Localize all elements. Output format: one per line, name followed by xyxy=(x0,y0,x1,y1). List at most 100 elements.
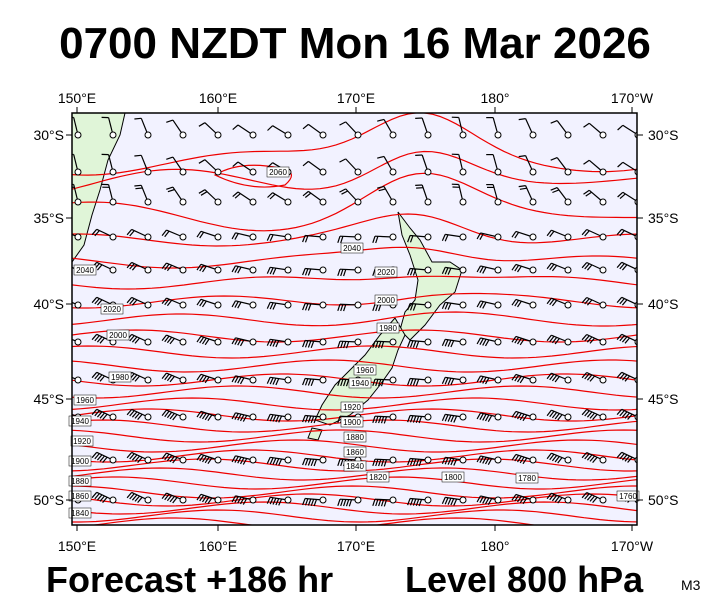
station xyxy=(354,168,362,176)
station xyxy=(424,233,432,241)
longitude-label: 150°E xyxy=(58,538,96,554)
barb-feather xyxy=(57,263,61,268)
contour-label-box xyxy=(374,266,398,278)
contour-label-box xyxy=(343,460,367,472)
barb-feather xyxy=(514,299,520,307)
station xyxy=(529,496,537,504)
contour-label-box xyxy=(376,322,400,334)
barb-feather xyxy=(549,410,555,418)
barb-feather xyxy=(557,497,563,504)
barb-feather xyxy=(584,263,590,270)
barb-feather xyxy=(412,498,417,506)
barb-feather xyxy=(519,187,527,190)
barb-feather xyxy=(415,378,420,387)
barb-feather xyxy=(511,494,517,501)
forecast-label: Forecast +186 hr xyxy=(46,559,333,600)
station xyxy=(179,233,187,241)
station xyxy=(389,496,397,504)
barb-feather xyxy=(586,336,593,343)
barb-feather xyxy=(131,299,138,306)
barb-feather xyxy=(450,340,455,348)
barb-feather xyxy=(304,458,309,466)
barb-feather xyxy=(511,411,517,418)
station xyxy=(494,266,502,274)
barb-feather xyxy=(407,268,411,276)
barb-feather xyxy=(94,335,100,342)
barb-feather xyxy=(198,122,206,127)
barb-feather xyxy=(372,236,376,243)
contour-label: 1920 xyxy=(343,403,361,412)
barb-feather xyxy=(126,229,133,236)
barb-feather xyxy=(519,413,525,421)
contour-label-box xyxy=(70,435,94,447)
contour-label-box xyxy=(266,166,290,178)
barb-feather xyxy=(441,457,446,465)
barb-feather xyxy=(441,302,446,310)
barb-feather xyxy=(169,376,175,383)
barb-feather xyxy=(275,458,280,466)
station xyxy=(599,496,607,504)
barb-feather xyxy=(204,456,210,464)
station xyxy=(459,496,467,504)
station xyxy=(214,456,222,464)
barb-feather xyxy=(444,234,449,242)
contour-line xyxy=(72,150,637,190)
barb-feather xyxy=(482,413,487,421)
barb-feather xyxy=(137,456,143,463)
barb-feather xyxy=(267,125,274,131)
contour-label: 1980 xyxy=(379,324,397,333)
barb-feather xyxy=(131,264,138,271)
barb-feather xyxy=(202,337,207,345)
contour-line xyxy=(72,275,637,290)
barb-feather xyxy=(202,375,207,383)
barb-feather xyxy=(266,267,271,274)
barb-feather xyxy=(99,495,105,502)
barb-feather xyxy=(482,266,487,274)
barb-feather xyxy=(375,341,379,349)
barb-feather xyxy=(60,264,64,270)
barb-feather xyxy=(378,379,382,387)
contour-label-box xyxy=(441,471,465,483)
barb-feather xyxy=(275,340,280,348)
barb-feather xyxy=(199,231,205,239)
station xyxy=(249,233,257,241)
station xyxy=(529,266,537,274)
station xyxy=(179,301,187,309)
station xyxy=(634,233,637,241)
barb-feather xyxy=(343,379,347,387)
station xyxy=(564,376,572,384)
contour-label: 1960 xyxy=(356,366,374,375)
barb-feather xyxy=(517,455,522,463)
barb-feather xyxy=(479,301,484,308)
barb-feather xyxy=(266,234,271,241)
barb-feather xyxy=(372,304,376,311)
barb-feather xyxy=(278,458,283,466)
barb-feather xyxy=(444,457,449,465)
barb-feather xyxy=(453,498,458,506)
barb-feather xyxy=(377,118,385,122)
station xyxy=(109,456,117,464)
barb-feather xyxy=(619,373,625,380)
barb-feather xyxy=(231,300,237,308)
contour-label: 1920 xyxy=(73,437,91,446)
contour-label-box xyxy=(374,294,398,306)
station xyxy=(144,266,152,274)
station xyxy=(459,131,467,139)
station xyxy=(599,198,607,206)
contour-line xyxy=(72,509,637,523)
barb-feather xyxy=(275,498,280,506)
station xyxy=(494,168,502,176)
barb-feather xyxy=(383,459,388,467)
station xyxy=(179,168,187,176)
barb-feather xyxy=(552,189,560,194)
barb-feather xyxy=(380,379,385,387)
barb-feather xyxy=(62,337,66,342)
barb-feather xyxy=(102,496,108,503)
barb-feather xyxy=(584,298,590,305)
barb-feather xyxy=(164,493,170,501)
barb-feather xyxy=(621,299,628,306)
barb-feather xyxy=(584,373,590,380)
barb-feather xyxy=(551,375,558,382)
barb-feather xyxy=(380,341,385,349)
model-label: M3 xyxy=(681,577,701,593)
